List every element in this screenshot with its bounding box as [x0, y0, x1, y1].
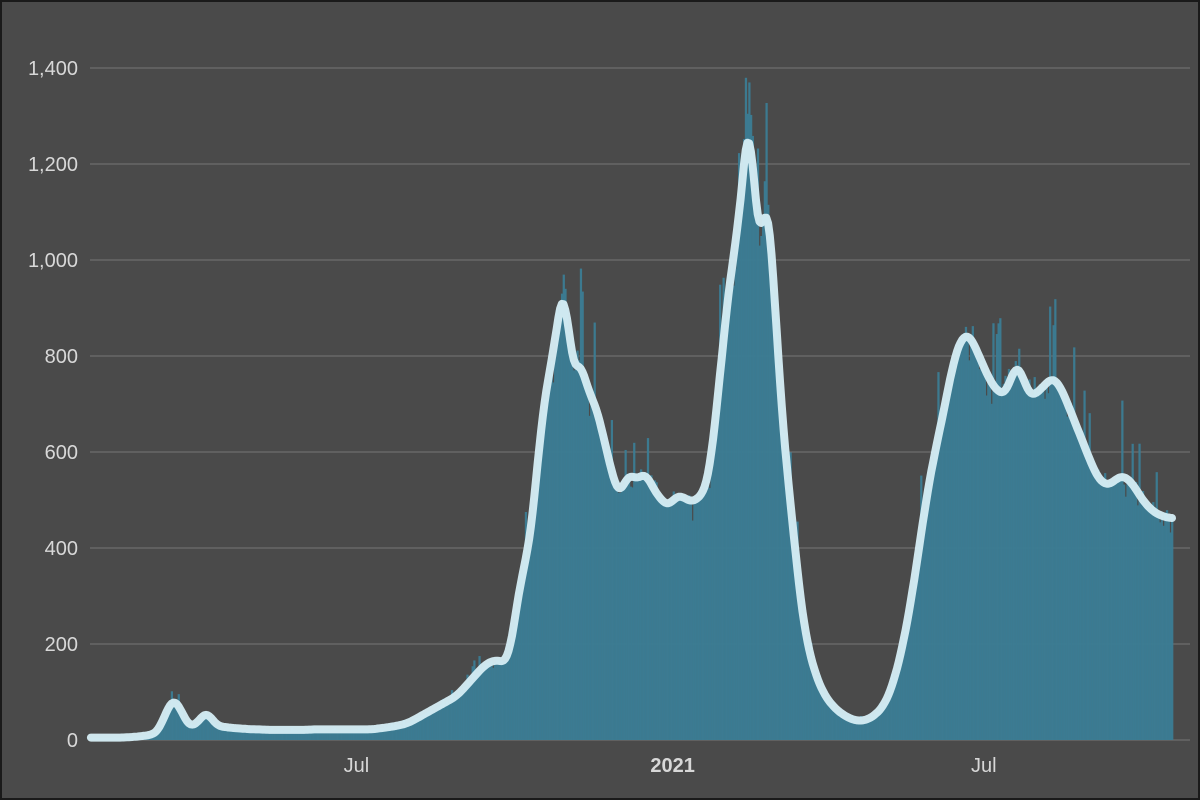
- y-tick-label: 1,200: [28, 154, 78, 176]
- chart-svg: 0 200 400 600 800 1,000 1,200 1,400 Jul 2021 Jul: [0, 0, 1200, 800]
- x-tick-label: Jul: [971, 755, 997, 777]
- x-tick-label: 2021: [650, 755, 695, 777]
- y-tick-label: 1,400: [28, 58, 78, 80]
- x-tick-label: Jul: [344, 755, 370, 777]
- y-tick-label: 600: [45, 442, 78, 464]
- y-tick-label: 0: [67, 730, 78, 752]
- y-tick-label: 200: [45, 634, 78, 656]
- y-tick-label: 1,000: [28, 250, 78, 272]
- timeseries-chart: 0 200 400 600 800 1,000 1,200 1,400 Jul 2021 Jul: [0, 0, 1200, 800]
- y-tick-label: 800: [45, 346, 78, 368]
- y-tick-label: 400: [45, 538, 78, 560]
